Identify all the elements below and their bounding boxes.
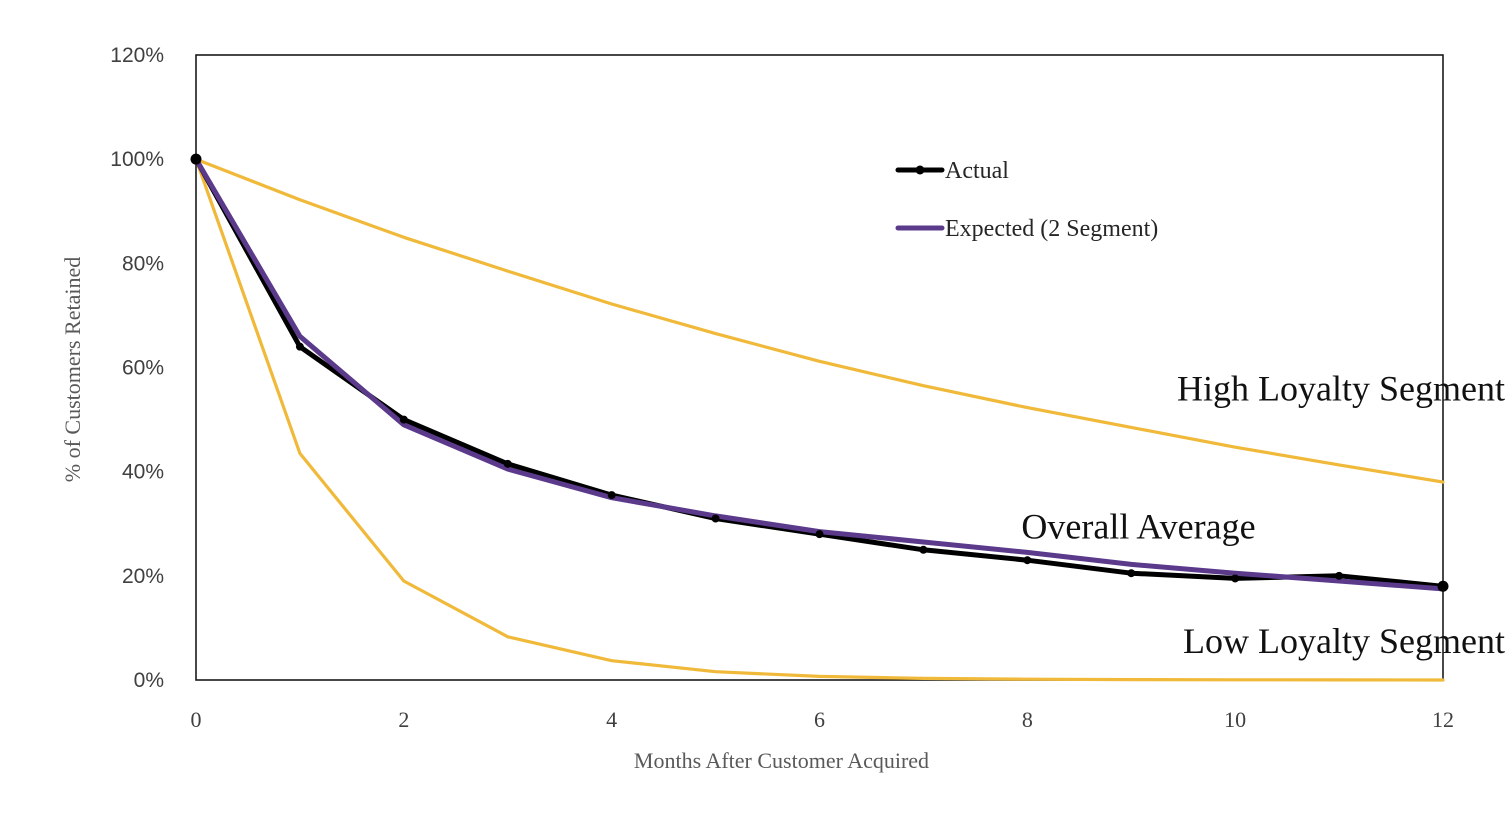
x-tick-label: 10 <box>1224 707 1246 732</box>
x-tick-label: 0 <box>191 707 202 732</box>
x-tick-label: 6 <box>814 707 825 732</box>
actual-data-point <box>1335 571 1344 580</box>
series-line-low-loyalty-segment <box>194 157 1445 682</box>
y-tick-label: 60% <box>122 357 164 380</box>
legend-item: Expected (2 Segment) <box>895 216 1158 242</box>
actual-data-point <box>503 459 512 468</box>
y-tick-label: 0% <box>134 669 164 692</box>
actual-data-point <box>1023 556 1032 565</box>
actual-data-point <box>399 415 408 424</box>
actual-data-point <box>1127 569 1136 578</box>
y-axis-title: % of Customers Retained <box>60 257 85 482</box>
actual-data-point <box>919 545 928 554</box>
legend: Actual Expected (2 Segment) <box>895 158 1158 242</box>
actual-data-point <box>711 514 720 523</box>
series-lines <box>190 153 1449 682</box>
actual-data-point <box>815 530 824 539</box>
annotations: High Loyalty Segment Overall Average Low L… <box>1021 368 1505 661</box>
actual-data-point <box>190 153 202 165</box>
y-tick-label: 80% <box>122 252 164 275</box>
legend-label: Expected (2 Segment) <box>945 216 1158 242</box>
plot-area <box>195 54 1444 681</box>
y-tick-label: 120% <box>110 44 164 67</box>
series-line-high-loyalty-segment <box>194 157 1445 484</box>
actual-data-point <box>1437 580 1449 592</box>
plot-border <box>195 54 1444 681</box>
x-axis: 0 2 4 6 8 10 12 <box>191 707 1455 732</box>
x-tick-label: 2 <box>398 707 409 732</box>
actual-data-point <box>607 491 616 500</box>
y-tick-label: 20% <box>122 565 164 588</box>
x-tick-label: 12 <box>1432 707 1454 732</box>
annotation-label: High Loyalty Segment <box>1177 368 1505 408</box>
y-axis: 0% 20% 40% 60% 80% 100% 120% <box>110 44 164 692</box>
x-tick-label: 8 <box>1022 707 1033 732</box>
annotation-label: Overall Average <box>1021 506 1255 546</box>
actual-data-point <box>1231 574 1240 583</box>
x-axis-title: Months After Customer Acquired <box>634 748 929 773</box>
legend-marker <box>915 165 925 175</box>
legend-item: Actual <box>895 158 1009 184</box>
y-tick-label: 40% <box>122 461 164 484</box>
actual-data-point <box>295 342 304 351</box>
x-tick-label: 4 <box>606 707 617 732</box>
annotation-label: Low Loyalty Segment <box>1183 621 1505 661</box>
legend-label: Actual <box>945 158 1009 184</box>
y-tick-label: 100% <box>110 148 164 171</box>
